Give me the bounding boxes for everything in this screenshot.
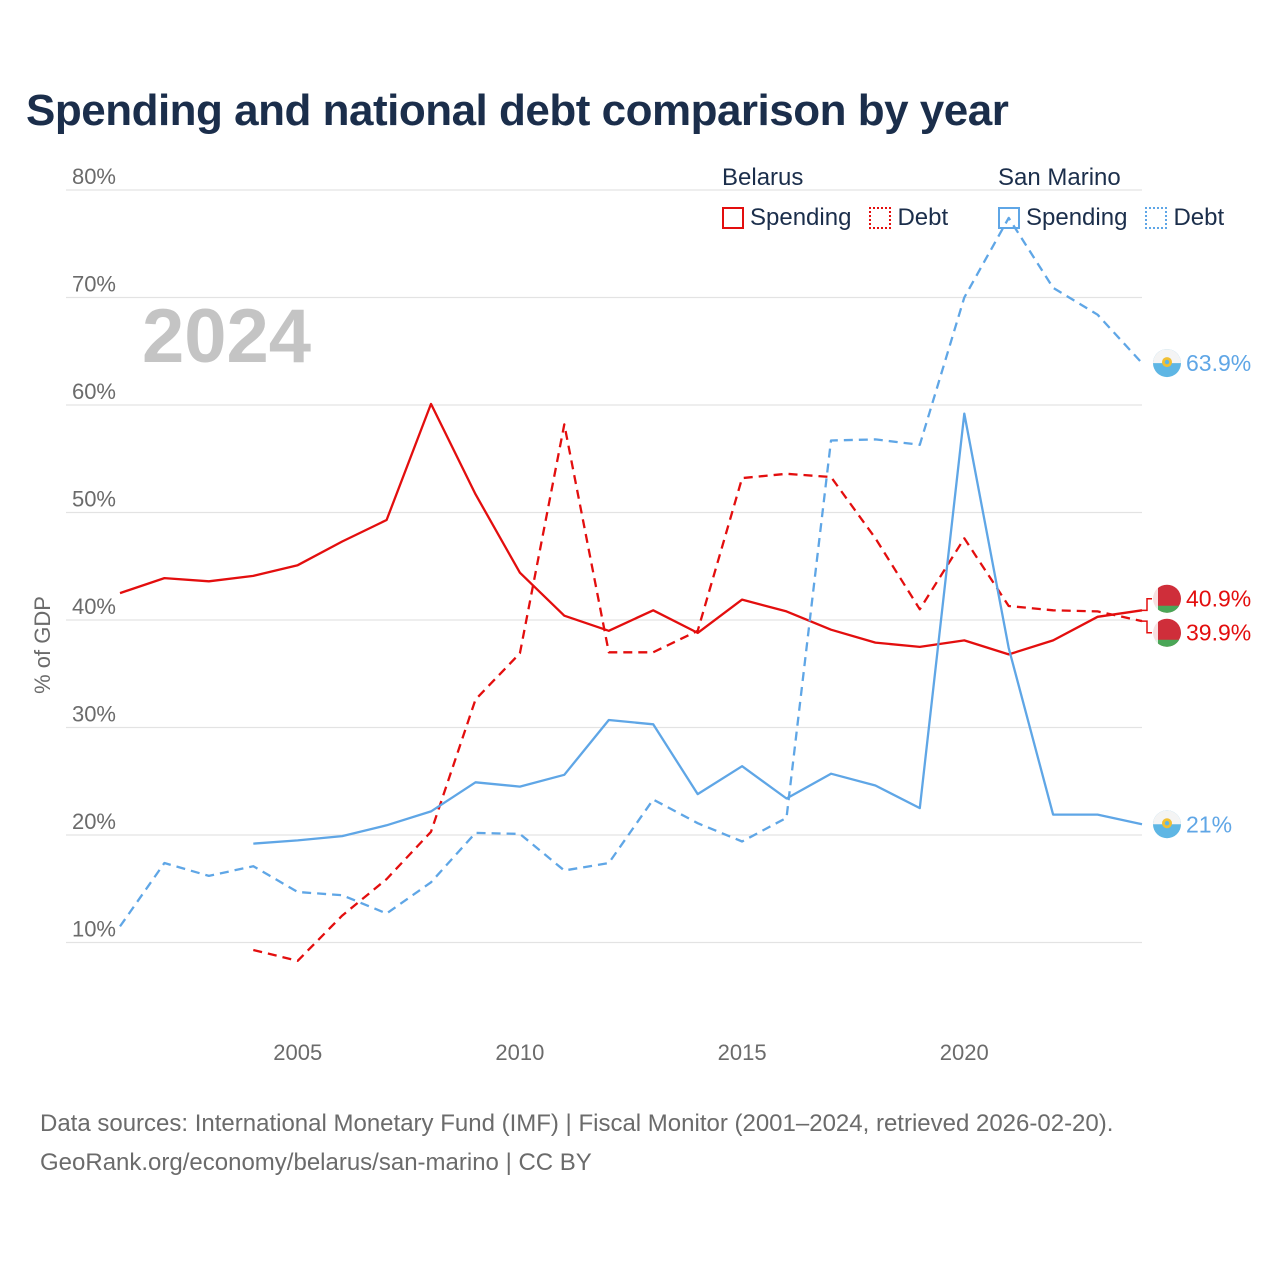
end-value-label: 39.9% xyxy=(1186,620,1251,646)
y-axis-title: % of GDP xyxy=(30,596,55,694)
y-tick-label: 30% xyxy=(72,702,116,727)
legend-swatch xyxy=(722,207,744,229)
series-line-san-marino-debt[interactable] xyxy=(119,216,1143,928)
series-line-belarus-debt[interactable] xyxy=(253,423,1143,962)
x-tick-label: 2015 xyxy=(718,1040,767,1065)
attribution-link[interactable]: GeoRank.org/economy/belarus/san-marino |… xyxy=(40,1149,592,1176)
legend-swatch xyxy=(1145,207,1168,229)
legend-label: Spending xyxy=(750,204,852,231)
legend-group-title: Belarus xyxy=(722,164,804,191)
grid-lines xyxy=(66,189,1142,944)
legend-label: Debt xyxy=(1173,204,1225,231)
san-marino-flag-icon xyxy=(1153,810,1181,839)
legend-label: Spending xyxy=(1026,204,1128,231)
data-source-note: Data sources: International Monetary Fun… xyxy=(40,1110,1114,1137)
x-tick-label: 2010 xyxy=(495,1040,544,1065)
legend-group-title: San Marino xyxy=(998,164,1121,191)
y-tick-label: 80% xyxy=(72,164,116,189)
end-label-san-marino-spending: 21% xyxy=(1153,810,1232,839)
footer: Data sources: International Monetary Fun… xyxy=(40,1104,1113,1182)
year-label: 2024 xyxy=(142,294,311,379)
legend-group-san-marino: San Marino Spending Debt xyxy=(998,160,1242,240)
x-tick-label: 2020 xyxy=(940,1040,989,1065)
y-tick-label: 20% xyxy=(72,809,116,834)
y-tick-label: 70% xyxy=(72,272,116,297)
end-labels: 63.9% 40.9% 39.9% 21% xyxy=(1142,349,1251,839)
x-axis-ticks: 2005 2010 2015 2020 xyxy=(273,1040,988,1065)
y-tick-label: 60% xyxy=(72,379,116,404)
end-value-label: 63.9% xyxy=(1186,350,1251,376)
series-line-belarus-spending[interactable] xyxy=(119,402,1143,656)
legend-item-san-marino-debt[interactable]: Debt xyxy=(1145,204,1224,232)
legend-label: Debt xyxy=(897,204,949,231)
series-line-san-marino-spending[interactable] xyxy=(253,412,1143,845)
label-connector xyxy=(1142,620,1152,634)
legend-item-san-marino-spending[interactable]: Spending xyxy=(998,204,1127,232)
page-title: Spending and national debt comparison by… xyxy=(26,86,1009,135)
san-marino-flag-icon xyxy=(1153,349,1181,378)
legend-item-belarus-debt[interactable]: Debt xyxy=(869,204,948,232)
end-value-label: 40.9% xyxy=(1186,586,1251,612)
label-connector xyxy=(1142,597,1152,612)
end-label-san-marino-debt: 63.9% xyxy=(1153,349,1251,378)
legend-item-belarus-spending[interactable]: Spending xyxy=(722,204,851,232)
x-tick-label: 2005 xyxy=(273,1040,322,1065)
y-axis-ticks: 10% 20% 30% 40% 50% 60% 70% 80% xyxy=(72,164,116,942)
end-label-belarus-spending: 40.9% xyxy=(1142,584,1251,613)
end-value-label: 21% xyxy=(1186,811,1232,837)
belarus-flag-icon xyxy=(1153,584,1181,613)
series-lines xyxy=(119,216,1143,962)
line-chart: 10% 20% 30% 40% 50% 60% 70% 80% 2005 2010 2015 202… xyxy=(30,164,1251,1065)
end-label-belarus-debt: 39.9% xyxy=(1142,618,1251,647)
y-tick-label: 40% xyxy=(72,594,116,619)
y-tick-label: 10% xyxy=(72,917,116,942)
y-tick-label: 50% xyxy=(72,487,116,512)
legend-group-belarus: Belarus Spending Debt xyxy=(722,160,966,240)
legend-swatch xyxy=(869,207,892,229)
belarus-flag-icon xyxy=(1153,618,1181,647)
